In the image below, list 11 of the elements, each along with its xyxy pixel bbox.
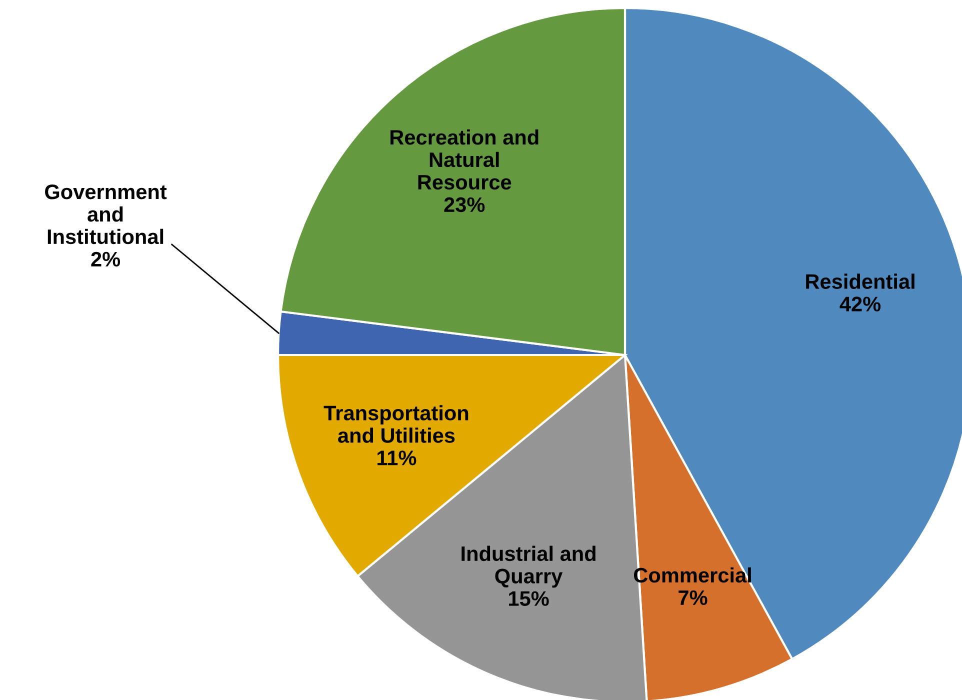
data-label: 42% — [840, 296, 881, 312]
slice-label: Industrial and Quarry — [462, 546, 596, 588]
data-label: 7% — [678, 590, 708, 606]
slice-label: Recreation and Natural Resource — [390, 129, 538, 190]
data-label: 2% — [91, 252, 120, 267]
slice-label: Transportation and Utilities — [324, 405, 468, 443]
data-label: 23% — [444, 197, 485, 212]
data-label: 11% — [377, 450, 416, 466]
slice-label: Residential — [806, 274, 914, 289]
data-label: 15% — [508, 591, 549, 606]
slice-label: Government and Institutional — [45, 184, 167, 244]
